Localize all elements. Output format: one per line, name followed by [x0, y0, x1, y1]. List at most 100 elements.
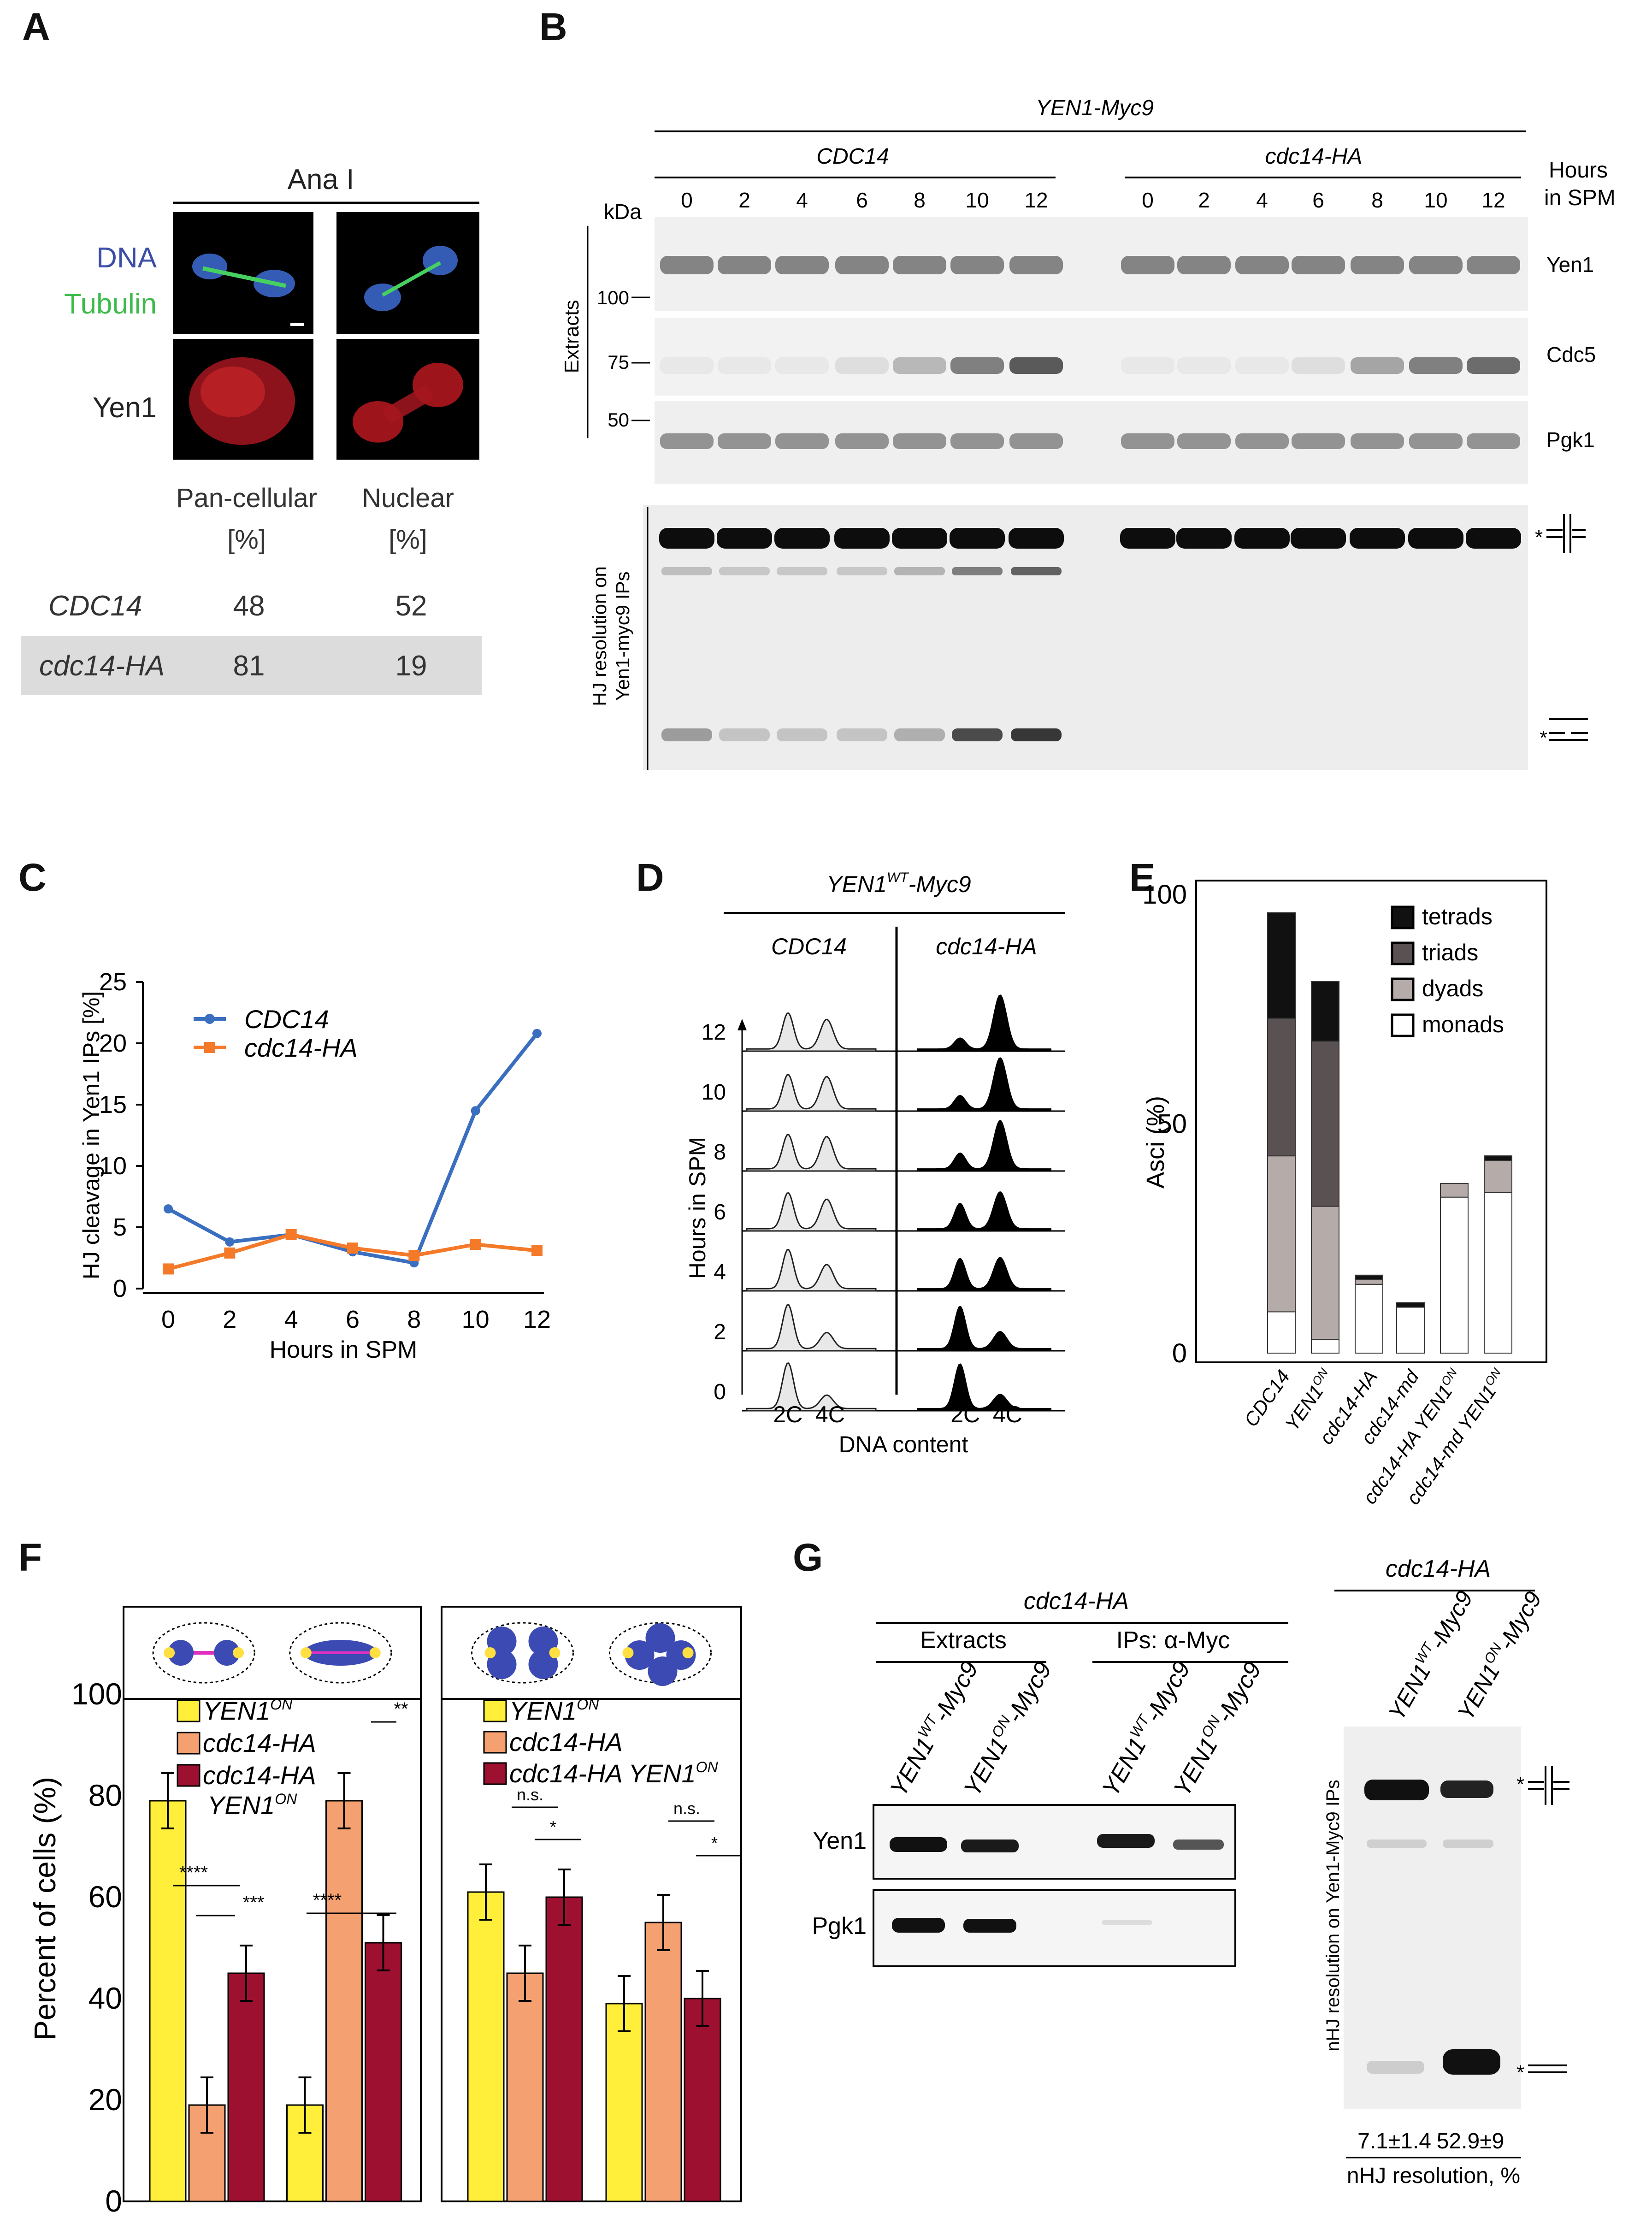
- c-x-tick-label: 2: [223, 1306, 236, 1333]
- c-point: [471, 1106, 480, 1116]
- row-cdc14ha-strain: cdc14-HA: [39, 650, 165, 682]
- f-nucleus: [645, 1623, 675, 1653]
- g-footer: nHJ resolution, %: [1347, 2164, 1520, 2188]
- e-y-tick-label: 100: [1142, 880, 1187, 910]
- f-legend-swatch: [177, 1699, 201, 1722]
- band-yen1: [1121, 256, 1174, 274]
- band-hj: [1291, 528, 1346, 549]
- e-legend-label: tetrads: [1422, 904, 1493, 929]
- c-y-tick-label: 0: [113, 1275, 127, 1302]
- blot-cdc5: [655, 318, 1528, 396]
- f-sig-label: ***: [243, 1893, 265, 1913]
- f-cell-outline: [609, 1622, 712, 1684]
- e-legend-swatch: [1391, 1013, 1415, 1037]
- e-bar-segment: [1396, 1302, 1425, 1308]
- e-bar-segment: [1396, 1307, 1425, 1354]
- holliday-junction-icon: [1546, 514, 1586, 553]
- tubulin-label: Tubulin: [64, 288, 157, 320]
- lane-label: 0: [1142, 188, 1154, 212]
- band-cdc5: [835, 357, 889, 374]
- marker-75: 75: [608, 351, 629, 373]
- blot-title: YEN1-Myc9: [1036, 96, 1154, 120]
- f-y-tick-label: 60: [88, 1880, 122, 1914]
- f-sig-label: *: [550, 1817, 556, 1836]
- kda-label: kDa: [604, 200, 642, 224]
- f-nucleus: [487, 1627, 517, 1656]
- c-x-tick-label: 6: [346, 1306, 360, 1333]
- e-y-label: Asci (%): [1142, 1096, 1169, 1189]
- c-y-label: HJ cleavage in Yen1 IPs [%]: [78, 991, 104, 1279]
- band-cdc5: [660, 357, 714, 374]
- band-pgk1: [1292, 433, 1345, 449]
- band-yen1: Yen1: [1546, 253, 1594, 277]
- e-bar-segment: [1267, 1155, 1296, 1313]
- band-hj: [774, 528, 830, 549]
- d-hist-cdc14: [746, 1012, 877, 1052]
- c-x-tick-label: 10: [462, 1306, 490, 1333]
- f-nucleus: [168, 1640, 194, 1666]
- g-blot-pgk1: [873, 1889, 1236, 1967]
- f-y-tick-label: 20: [88, 2082, 122, 2117]
- e-frame: [1195, 880, 1547, 1363]
- lane-label: 4: [796, 188, 808, 212]
- panel-label-a: A: [22, 5, 50, 48]
- c-point: [470, 1239, 481, 1250]
- f-cell-outline: [289, 1622, 392, 1684]
- d-hour-label: 10: [702, 1080, 726, 1105]
- col-nuclear-unit: [%]: [389, 525, 427, 555]
- c-x-tick-label: 12: [523, 1306, 551, 1333]
- band-hj: [834, 528, 890, 549]
- band-yen1: [1292, 256, 1345, 274]
- g-value-on: 52.9±9: [1437, 2129, 1504, 2153]
- e-legend-label: monads: [1422, 1011, 1504, 1037]
- f-y-tick-label: 100: [71, 1677, 122, 1711]
- c-legend-marker: [205, 1014, 215, 1024]
- band-pgk1: [775, 433, 829, 449]
- panel-a: Ana I DNA Tubulin Yen1 Pan-cellular Nucl…: [21, 164, 482, 695]
- band-cdc5: [1009, 357, 1063, 374]
- marker-50: 50: [608, 409, 629, 431]
- lane-label: 6: [856, 188, 868, 212]
- e-legend-label: dyads: [1422, 976, 1483, 1001]
- asterisk-hj: *: [1535, 526, 1543, 549]
- c-y-tick-label: 15: [99, 1091, 127, 1118]
- band-yen1: [1009, 256, 1063, 274]
- c-point: [285, 1229, 297, 1240]
- col-nuclear: Nuclear: [362, 483, 454, 513]
- band-pgk1: [1009, 433, 1063, 449]
- c-point: [164, 1204, 173, 1214]
- band-hj: [1408, 528, 1463, 549]
- f-sig-label: *: [711, 1834, 718, 1852]
- f-legend-label: cdc14-HA: [203, 1728, 316, 1757]
- band-hj-mid: [719, 567, 770, 575]
- d-hist-cdc14: [746, 1304, 877, 1352]
- f-legend-label: cdc14-HA: [509, 1727, 623, 1757]
- c-point: [224, 1247, 236, 1259]
- band-cdc5: [1409, 357, 1463, 374]
- band-hj: [717, 528, 772, 549]
- f-nucleus: [528, 1650, 558, 1679]
- d-xticks-left: 2C 4C: [773, 1402, 845, 1427]
- d-hist-cdc14: [746, 1248, 877, 1292]
- g-asterisk-hj: *: [1516, 1773, 1524, 1796]
- c-x-tick-label: 0: [161, 1306, 175, 1333]
- band-hj-product: [719, 728, 770, 741]
- band-pgk1: [1121, 433, 1174, 449]
- f-sig-label: ****: [179, 1863, 208, 1883]
- yen1-label: Yen1: [93, 392, 157, 424]
- f-legend-label: cdc14-HA: [203, 1761, 316, 1790]
- c-legend-label: CDC14: [244, 1005, 329, 1034]
- band-cdc5: [950, 357, 1004, 374]
- f-legend-swatch: [177, 1732, 201, 1755]
- band-yen1: [775, 256, 829, 274]
- hours-label-2: in SPM: [1544, 186, 1616, 210]
- band-hj: [1009, 528, 1064, 549]
- band-yen1: [950, 256, 1004, 274]
- d-hist-cdc14: [746, 1074, 877, 1112]
- e-bar-segment: [1484, 1160, 1512, 1193]
- e-bar-segment: [1355, 1284, 1383, 1354]
- band-hj: [1120, 528, 1175, 549]
- row-cdc14-strain: CDC14: [48, 590, 142, 622]
- f-frame: [441, 1606, 742, 2202]
- band-yen1: [660, 256, 714, 274]
